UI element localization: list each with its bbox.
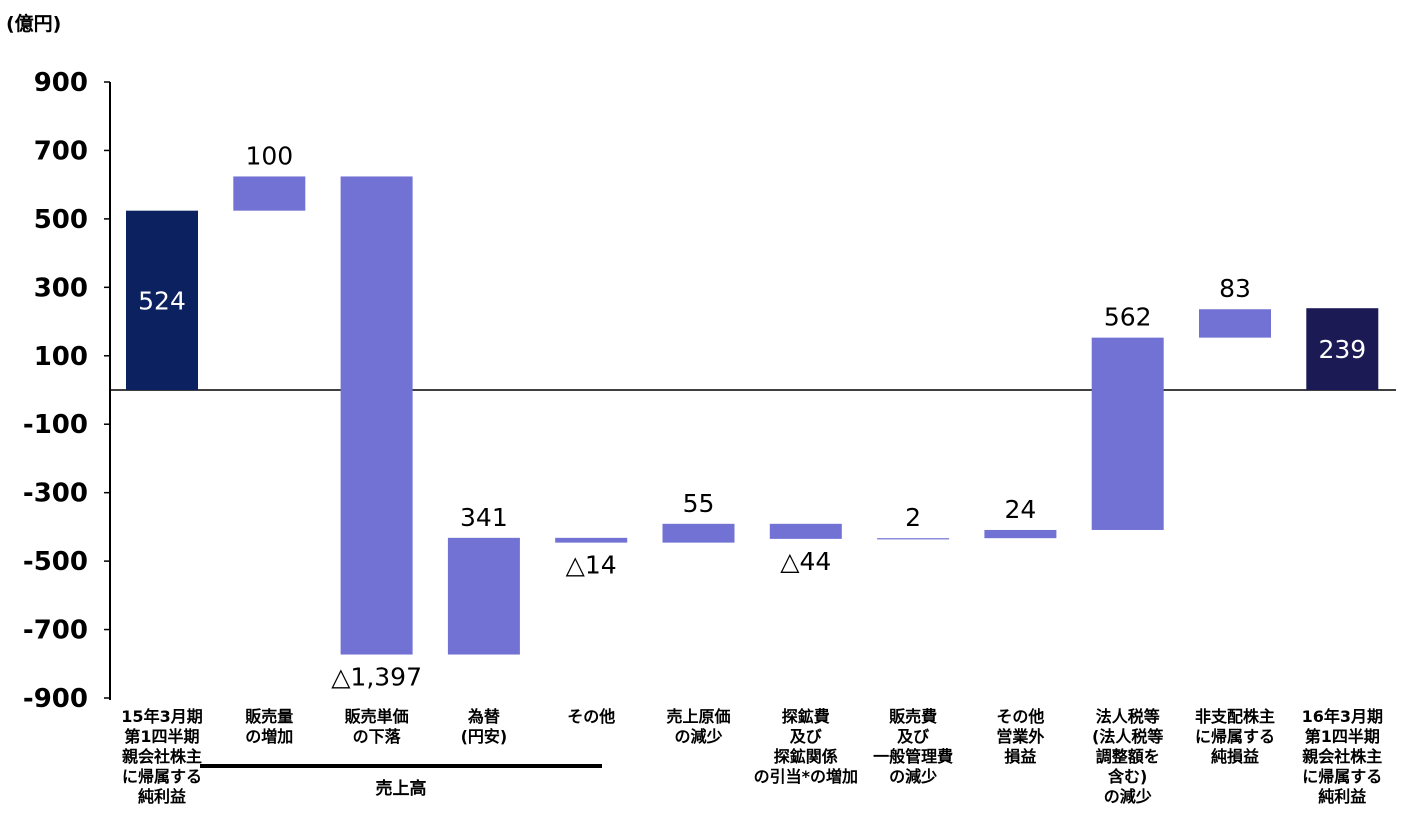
value-label: 524 [138, 286, 186, 315]
category-label: 法人税等(法人税等調整額を含む)の減少 [1092, 707, 1163, 806]
y-tick-label: 900 [34, 68, 88, 98]
category-labels-group: 15年3月期第1四半期親会社株主に帰属する純利益 販売量の増加 販売単価の下落 為替(… [121, 707, 1383, 806]
bars-group [126, 176, 1379, 655]
category-label: 15年3月期第1四半期親会社株主に帰属する純利益 [121, 707, 202, 806]
y-tick-label: -900 [23, 684, 88, 714]
total-bar [126, 210, 198, 390]
value-label: 239 [1318, 335, 1366, 364]
change-bar [340, 176, 413, 655]
change-bar [662, 523, 735, 543]
group-label: 売上高 [376, 778, 427, 799]
category-label: 為替(円安) [461, 707, 508, 746]
category-label: 販売単価の下落 [345, 707, 409, 746]
value-label: 562 [1104, 303, 1152, 332]
change-bar [877, 538, 950, 540]
value-label: 100 [245, 141, 293, 170]
category-label: その他 [567, 707, 615, 726]
change-bar [1199, 309, 1271, 338]
category-label: 販売量の増加 [245, 707, 293, 746]
unit-label: (億円) [6, 12, 61, 35]
value-label: △1,397 [331, 663, 422, 692]
y-tick-label: -500 [23, 547, 88, 577]
change-bar [984, 529, 1057, 539]
value-label: 55 [683, 489, 715, 518]
category-label: 16年3月期第1四半期親会社株主に帰属する純利益 [1302, 707, 1383, 806]
value-label: 2 [905, 503, 921, 532]
y-tick-label: 300 [34, 273, 88, 303]
y-axis-ticks: 900 700 500 300 100 -100 -300 -500 -700 -900 [23, 68, 110, 714]
y-tick-label: 500 [34, 205, 88, 235]
y-tick-label: 100 [34, 342, 88, 372]
category-label: 探鉱費及び探鉱関係の引当*の増加 [754, 707, 858, 786]
change-bar [555, 537, 628, 543]
y-tick-label: -300 [23, 479, 88, 509]
value-labels-group: 524 100 △1,397 341 △14 55 △44 2 24 562 83 239 [138, 141, 1366, 691]
category-label: その他営業外損益 [996, 707, 1044, 766]
category-label: 非支配株主に帰属する純損益 [1195, 707, 1275, 766]
category-label: 売上原価の減少 [666, 707, 730, 746]
total-bar [1306, 308, 1379, 390]
change-bar [447, 537, 520, 655]
y-tick-label: 700 [34, 136, 88, 166]
value-label: 83 [1219, 274, 1251, 303]
value-label: 341 [460, 503, 508, 532]
change-bar [233, 176, 306, 211]
change-bar [1091, 337, 1164, 530]
change-bar [769, 523, 842, 539]
y-tick-label: -700 [23, 616, 88, 646]
category-label: 販売費及び一般管理費の減少 [873, 707, 953, 786]
value-label: 24 [1004, 495, 1036, 524]
value-label: △44 [780, 547, 831, 576]
value-label: △14 [566, 551, 617, 580]
y-tick-label: -100 [23, 410, 88, 440]
